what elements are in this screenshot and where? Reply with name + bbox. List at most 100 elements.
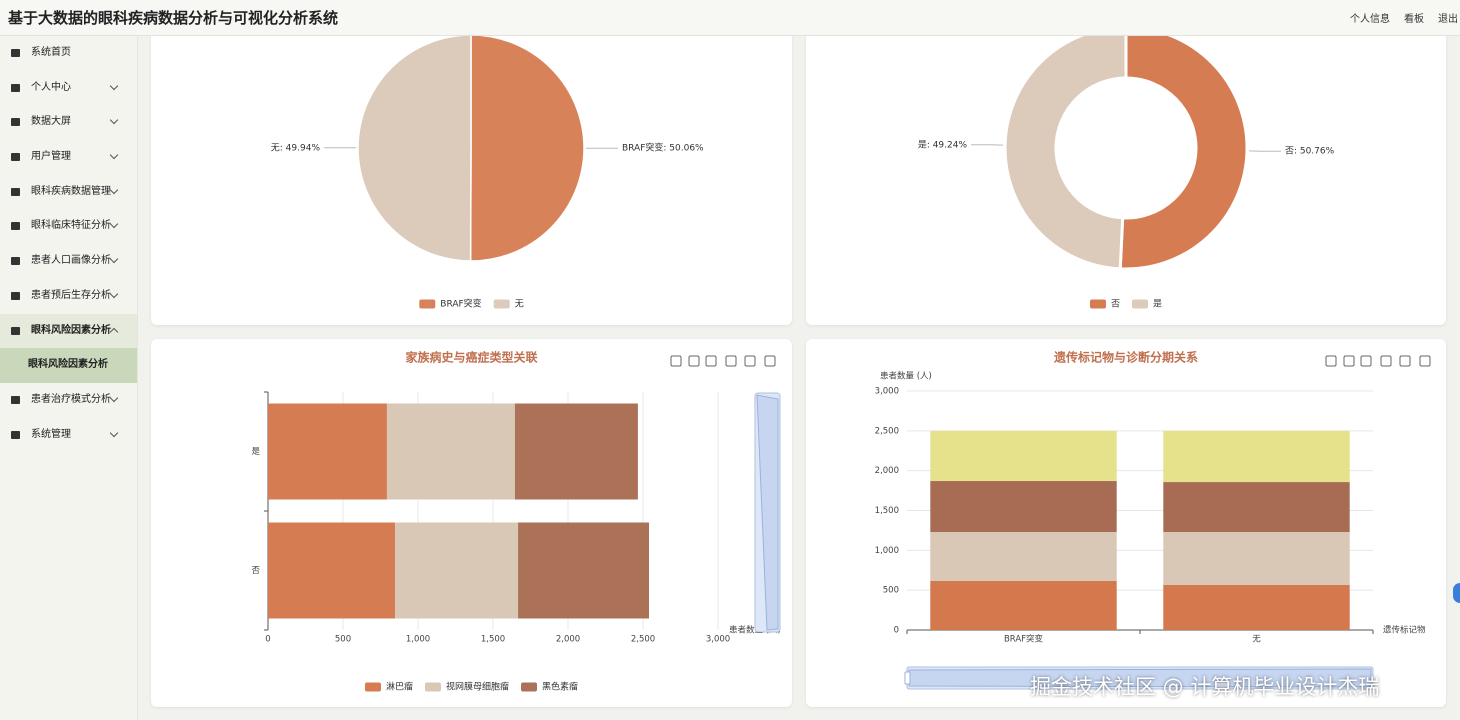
toolbox-icon[interactable] xyxy=(1399,355,1411,367)
card: 遗传标记物与诊断分期关系 0 500 1,000 1,500 2,000 2,500 3,00… xyxy=(806,339,1446,707)
x-tick-label: 2,500 xyxy=(631,635,655,645)
card: BRAF突变: 50.06% 无: 49.94% BRAF突变 无 xyxy=(151,20,792,325)
toolbox-icon[interactable] xyxy=(1325,355,1337,367)
bar-segment xyxy=(930,581,1117,630)
menu-item[interactable]: 系统首页 xyxy=(0,36,137,71)
zoom-grip xyxy=(904,671,911,685)
chevron xyxy=(109,393,119,403)
chevron xyxy=(109,428,119,437)
legend-label: 否 xyxy=(1111,299,1120,310)
watermark: 掘金技术社区 @ 计算机毕业设计杰瑞 xyxy=(1030,675,1380,699)
x-tick-label: 1,000 xyxy=(406,635,430,645)
pie-slice xyxy=(469,34,585,262)
x-tick-label: 1,500 xyxy=(481,635,505,645)
chevron xyxy=(109,327,119,336)
menu-label: 患者人口画像分析 xyxy=(31,255,111,267)
chevron xyxy=(109,150,119,160)
bar-segment xyxy=(1163,584,1350,630)
bar-segment xyxy=(514,403,638,500)
float-button[interactable] xyxy=(1453,583,1460,603)
menu-item[interactable]: 个人中心 xyxy=(0,71,137,106)
legend-swatch xyxy=(1089,299,1106,309)
y-tick-label: 500 xyxy=(883,586,899,596)
y-tick-label: 3,000 xyxy=(875,387,899,397)
legend: BRAF突变 无 xyxy=(419,298,524,310)
bar-segment xyxy=(268,403,387,500)
menu-label: 患者治疗模式分析 xyxy=(31,393,111,405)
menu-label: 系统管理 xyxy=(31,428,71,440)
y-tick-label: 1,000 xyxy=(875,546,899,556)
chart-title: 遗传标记物与诊断分期关系 xyxy=(1053,350,1198,365)
pie-slice xyxy=(1003,25,1128,271)
menu-item[interactable]: 眼科临床特征分析 xyxy=(0,209,137,244)
header-link[interactable]: 个人信息 xyxy=(1350,14,1390,25)
x-tick-label: 无 xyxy=(1252,635,1261,645)
menu-icon xyxy=(11,49,20,57)
x-tick-label: 0 xyxy=(265,635,270,645)
toolbox-icon[interactable] xyxy=(764,355,776,367)
menu-item[interactable]: 患者人口画像分析 xyxy=(0,244,137,279)
app-title: 基于大数据的眼科疾病数据分析与可视化分析系统 xyxy=(8,9,339,27)
legend: 否是 xyxy=(1089,299,1162,310)
y-axis-title: 患者数量 (人) xyxy=(880,371,932,382)
legend-swatch xyxy=(493,299,510,309)
header-link[interactable]: 看板 xyxy=(1404,14,1424,25)
card: 否: 50.76% 是: 49.24% 否是 xyxy=(806,20,1446,325)
slice-label: 是: 49.24% xyxy=(918,139,968,150)
menu-label: 眼科疾病数据管理 xyxy=(31,185,111,197)
header-links: 个人信息 看板 退出 xyxy=(1336,10,1458,25)
menu-item[interactable]: 数据大屏 xyxy=(0,105,137,140)
y-tick-label: 是 xyxy=(251,447,260,457)
legend: 淋巴瘤 视网膜母细胞瘤 黑色素瘤 xyxy=(364,681,578,693)
toolbox-icon[interactable] xyxy=(1343,355,1355,367)
menu-icon xyxy=(11,83,20,92)
chart-title: 家族病史与癌症类型关联 xyxy=(405,350,537,365)
menu-icon xyxy=(11,222,20,231)
menu-item[interactable]: 用户管理 xyxy=(0,140,137,175)
menu-label: 眼科临床特征分析 xyxy=(31,220,111,232)
menu-label: 数据大屏 xyxy=(31,116,71,128)
legend-swatch xyxy=(521,682,538,692)
menu-label: 眼科风险因素分析 xyxy=(31,324,111,336)
y-tick-label: 2,000 xyxy=(875,466,899,476)
toolbox-icon[interactable] xyxy=(1380,355,1392,367)
bar-segment xyxy=(930,532,1117,582)
menu-label: 系统首页 xyxy=(31,47,71,58)
menu-item[interactable]: 眼科风险因素分析 xyxy=(0,313,137,349)
legend-swatch xyxy=(1132,299,1148,309)
menu-item[interactable]: 患者预后生存分析 xyxy=(0,279,137,314)
menu-item[interactable]: 系统管理 xyxy=(0,418,137,453)
slice-label: 否: 50.76% xyxy=(1285,146,1335,157)
toolbox-icon[interactable] xyxy=(744,355,756,367)
y-tick-label: 2,500 xyxy=(875,426,899,436)
sidebar: 系统首页个人中心数据大屏用户管理眼科疾病数据管理 眼科临床特征分析 患者人口画像分析… xyxy=(0,36,138,720)
submenu-item[interactable]: 眼科风险因素分析 xyxy=(0,348,137,383)
menu-icon xyxy=(11,153,20,162)
bar-segment xyxy=(930,430,1117,482)
menu-label: 患者预后生存分析 xyxy=(31,289,111,301)
toolbox-icon[interactable] xyxy=(670,355,682,367)
header-link[interactable]: 退出 xyxy=(1438,14,1458,25)
toolbox-icon[interactable] xyxy=(1360,355,1372,367)
toolbox-icon[interactable] xyxy=(688,355,700,367)
legend-label: 视网膜母细胞瘤 xyxy=(446,681,509,693)
legend-label: 淋巴瘤 xyxy=(386,681,413,693)
chevron xyxy=(109,254,119,264)
toolbox-icon[interactable] xyxy=(705,355,717,367)
chart: 家族病史与癌症类型关联 0 500 1,000 1,500 2,000 2,500 3,000… xyxy=(251,350,780,693)
x-tick-label: 3,000 xyxy=(706,635,730,645)
toolbox-icon[interactable] xyxy=(725,355,737,367)
chart: BRAF突变: 50.06% 无: 49.94% BRAF突变 无 xyxy=(271,34,704,310)
x-tick-label: BRAF突变 xyxy=(1004,634,1044,645)
pie-slice xyxy=(357,34,472,262)
chevron xyxy=(109,220,119,229)
menu-item[interactable]: 患者治疗模式分析 xyxy=(0,383,137,418)
x-tick-label: 500 xyxy=(335,635,351,645)
bar-segment xyxy=(268,522,396,619)
legend-swatch xyxy=(419,299,436,309)
menu-item[interactable]: 眼科疾病数据管理 xyxy=(0,175,137,210)
menu-icon xyxy=(11,430,20,439)
toolbox-icon[interactable] xyxy=(1419,355,1431,367)
bar-segment xyxy=(1163,482,1350,533)
